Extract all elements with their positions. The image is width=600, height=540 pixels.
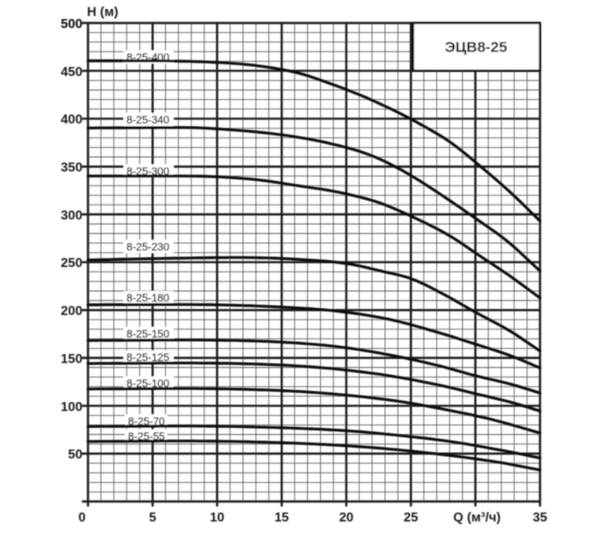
svg-text:300: 300 [61, 207, 83, 222]
svg-text:350: 350 [61, 160, 83, 175]
svg-text:8-25-150: 8-25-150 [127, 328, 170, 340]
svg-text:500: 500 [61, 16, 83, 31]
svg-text:ЭЦВ8-25: ЭЦВ8-25 [445, 39, 507, 56]
svg-text:8-25-125: 8-25-125 [127, 352, 170, 364]
svg-text:0: 0 [78, 510, 85, 525]
svg-text:250: 250 [61, 255, 83, 270]
svg-text:200: 200 [61, 303, 83, 318]
svg-text:8-25-340: 8-25-340 [127, 114, 170, 126]
svg-text:400: 400 [61, 112, 83, 127]
svg-text:8-25-180: 8-25-180 [127, 292, 170, 304]
svg-text:20: 20 [339, 510, 353, 525]
svg-text:8-25-300: 8-25-300 [127, 166, 170, 178]
svg-text:15: 15 [274, 510, 288, 525]
svg-text:150: 150 [61, 351, 83, 366]
svg-text:500: 500 [61, 16, 83, 31]
svg-text:100: 100 [61, 399, 83, 414]
svg-text:10: 10 [210, 510, 224, 525]
svg-text:8-25-55: 8-25-55 [128, 431, 165, 443]
svg-text:Q (м³/ч): Q (м³/ч) [453, 510, 501, 525]
svg-text:450: 450 [61, 64, 83, 79]
svg-text:50: 50 [68, 447, 82, 462]
svg-text:35: 35 [533, 510, 547, 525]
svg-text:25: 25 [404, 510, 418, 525]
svg-text:8-25-400: 8-25-400 [127, 52, 170, 64]
svg-text:8-25-100: 8-25-100 [127, 378, 170, 390]
svg-text:8-25-70: 8-25-70 [128, 416, 165, 428]
svg-text:5: 5 [149, 510, 156, 525]
svg-text:8-25-230: 8-25-230 [127, 241, 170, 253]
svg-text:Н (м): Н (м) [87, 4, 118, 19]
